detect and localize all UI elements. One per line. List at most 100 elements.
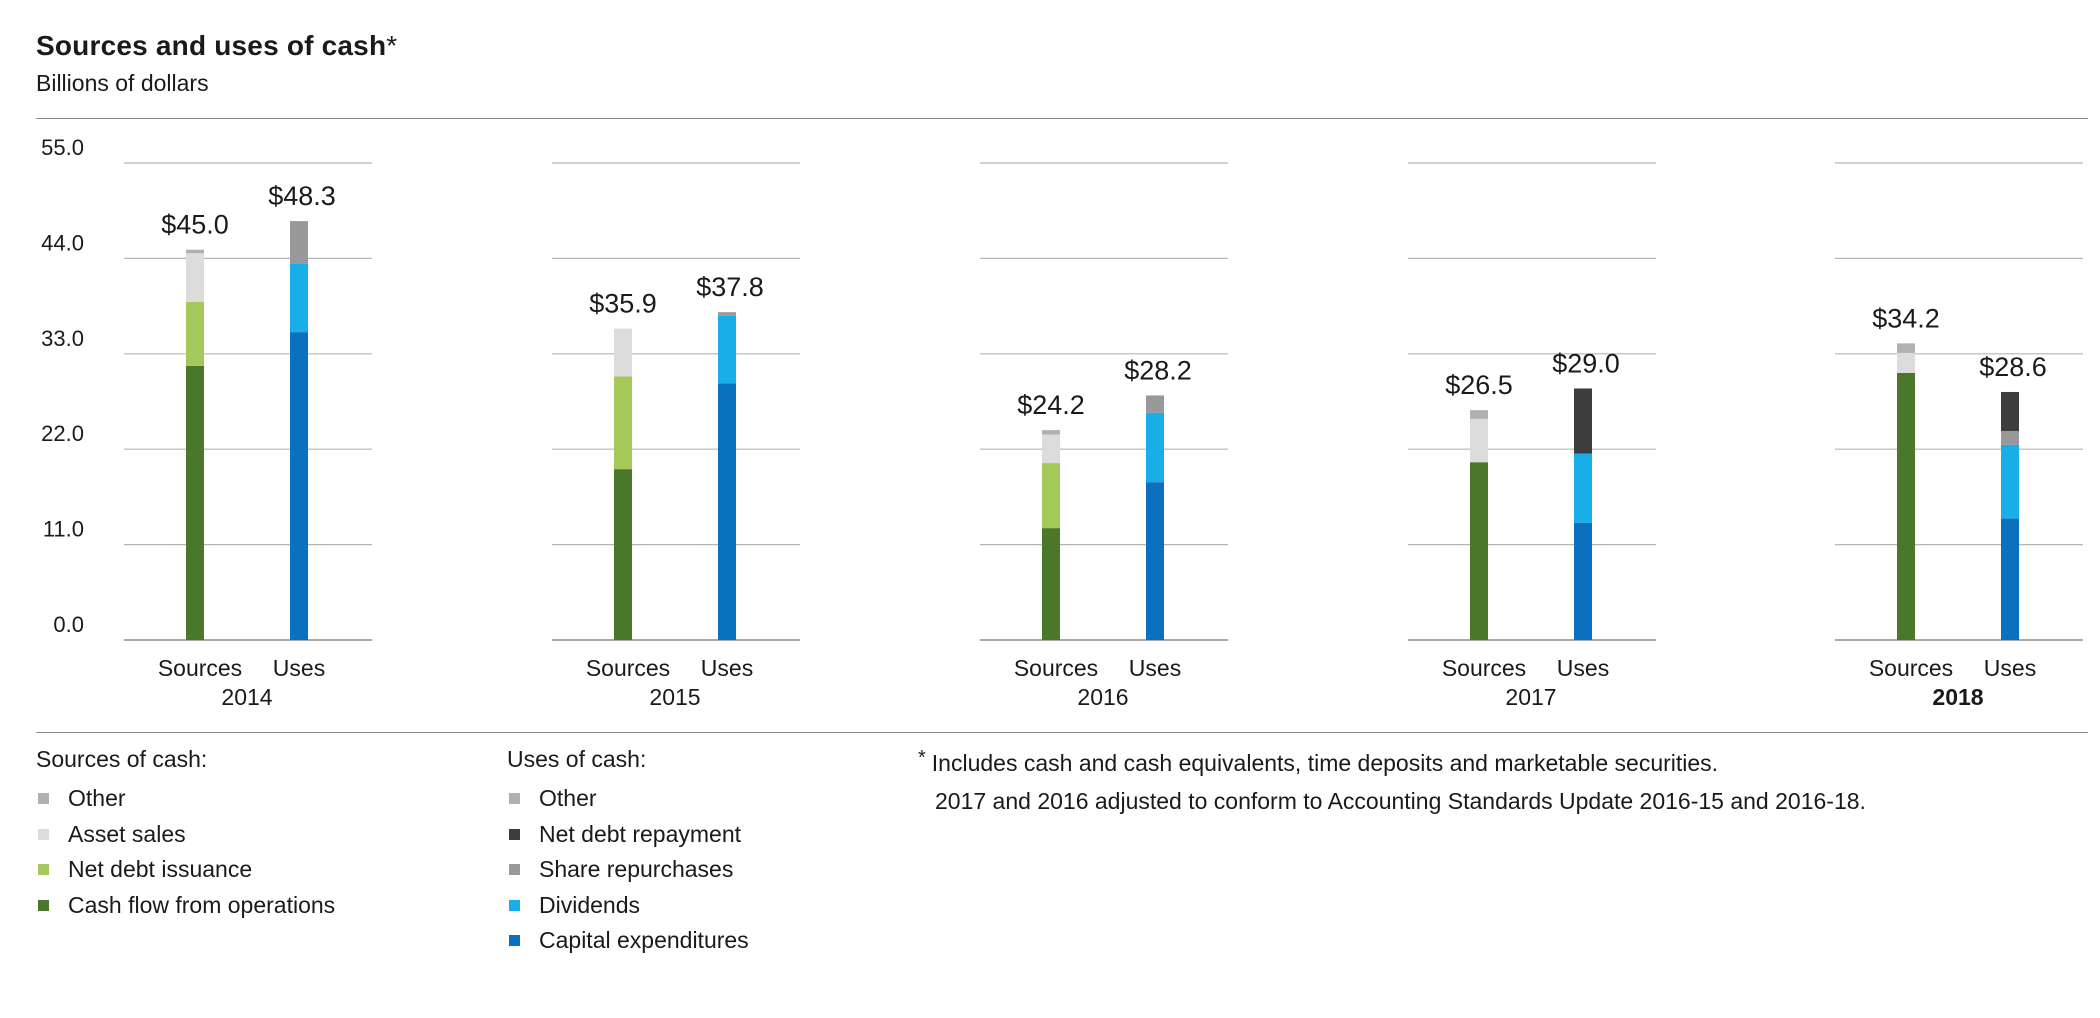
uses-legend: Uses of cash: Other Net debt repayment Sha… [507,746,749,959]
bar-segment-2014-uses-share-repurchases [290,221,308,264]
x-category-label-2017-sources: Sources [1442,655,1526,681]
x-year-label-2018: 2018 [1932,684,1983,710]
y-tick-label: 33.0 [41,326,84,351]
bar-segment-2015-sources-net-debt-issuance [614,376,632,470]
x-year-label-2015: 2015 [649,684,700,710]
bar-segment-2017-sources-cash-flow-from-operations [1470,462,1488,640]
footnote-line-1: * Includes cash and cash equivalents, tim… [918,746,1866,784]
y-tick-label: 0.0 [53,612,84,637]
top-divider [36,118,2088,119]
uses-legend-item-share-repurchases: Share repurchases [507,852,749,888]
total-label-2014-sources: $45.0 [161,210,229,240]
stacked-bar-chart: 55.0 44.0 33.0 22.0 11.0 0.0 $45.0 Sources $48.3… [41,135,2083,710]
total-label-2016-uses: $28.2 [1124,355,1192,385]
uses-legend-label-dividends: Dividends [539,891,640,918]
sources-legend: Sources of cash: Other Asset sales Net deb… [36,746,335,923]
x-category-label-2014-uses: Uses [273,655,325,681]
sources-legend-label-asset-sales: Asset sales [68,820,186,847]
bar-segment-2017-sources-other [1470,410,1488,419]
uses-legend-heading: Uses of cash: [507,746,647,772]
sources-legend-swatch-cash-flow-from-operations [38,899,49,911]
bar-segment-2018-sources-other [1897,343,1915,353]
footnote-line-2: 2017 and 2016 adjusted to conform to Acc… [935,787,1866,814]
x-category-label-2015-uses: Uses [701,655,753,681]
total-label-2015-uses: $37.8 [696,272,764,302]
bar-segment-2016-sources-net-debt-issuance [1042,463,1060,529]
bar-segment-2016-sources-other [1042,430,1060,435]
bar-segment-2014-sources-asset-sales [186,253,204,302]
chart-title: Sources and uses of cash* [36,30,397,62]
uses-legend-swatch-capital-expenditures [509,935,520,947]
uses-legend-item-dividends: Dividends [507,888,749,924]
bar-segment-2015-sources-asset-sales [614,328,632,377]
sources-legend-swatch-net-debt-issuance [38,864,49,876]
y-tick-label: 11.0 [43,517,84,542]
footnote: * Includes cash and cash equivalents, tim… [918,746,1866,819]
uses-legend-label-share-repurchases: Share repurchases [539,856,734,883]
sources-legend-label-other: Other [68,785,126,812]
footnote-text-1: Includes cash and cash equivalents, time… [931,750,1719,776]
uses-legend-label-capital-expenditures: Capital expenditures [539,927,749,954]
sources-legend-item-net-debt-issuance: Net debt issuance [36,852,335,888]
sources-legend-item-cash-flow-from-operations: Cash flow from operations [36,888,335,924]
bar-segment-2014-sources-other [186,249,204,254]
bar-segment-2018-uses-share-repurchases [2001,430,2019,445]
x-year-label-2014: 2014 [221,684,272,710]
sources-legend-item-other: Other [36,781,335,817]
chart-title-asterisk: * [386,30,398,61]
bar-segment-2017-uses-dividends [1574,453,1592,523]
x-category-label-2017-uses: Uses [1557,655,1609,681]
bar-segment-2016-uses-share-repurchases [1146,395,1164,413]
total-label-2018-sources: $34.2 [1872,303,1940,333]
uses-legend-label-net-debt-repayment: Net debt repayment [539,820,742,847]
y-tick-label: 55.0 [41,135,84,160]
x-year-label-2017: 2017 [1505,684,1556,710]
uses-legend-swatch-net-debt-repayment [509,828,520,840]
bar-segment-2014-uses-dividends [290,263,308,333]
bar-segment-2014-uses-capital-expenditures [290,332,308,640]
uses-legend-swatch-dividends [509,899,520,911]
footnote-asterisk: * [918,747,926,769]
x-category-label-2018-uses: Uses [1984,655,2036,681]
bar-segment-2016-uses-dividends [1146,412,1164,483]
uses-legend-item-capital-expenditures: Capital expenditures [507,923,749,959]
sources-legend-label-net-debt-issuance: Net debt issuance [68,856,253,883]
bar-segment-2016-uses-capital-expenditures [1146,482,1164,640]
y-tick-label: 44.0 [41,230,84,255]
uses-legend-label-other: Other [539,785,597,812]
sources-legend-item-asset-sales: Asset sales [36,817,335,853]
bar-segment-2017-uses-capital-expenditures [1574,522,1592,640]
uses-legend-item-other: Other [507,781,749,817]
sources-legend-swatch-asset-sales [38,828,49,840]
bar-segment-2017-uses-net-debt-repayment [1574,388,1592,454]
chart-subtitle: Billions of dollars [36,70,209,96]
chart-title-text: Sources and uses of cash [36,30,387,61]
x-category-label-2014-sources: Sources [158,655,242,681]
bar-segment-2014-sources-cash-flow-from-operations [186,365,204,640]
bar-segment-2018-uses-net-debt-repayment [2001,391,2019,431]
uses-legend-swatch-share-repurchases [509,864,520,876]
bar-segment-2015-uses-share-repurchases [718,312,736,316]
total-label-2016-sources: $24.2 [1017,390,1085,420]
bar-segment-2016-sources-asset-sales [1042,434,1060,464]
x-category-label-2018-sources: Sources [1869,655,1953,681]
total-label-2018-uses: $28.6 [1979,352,2047,382]
bar-segment-2018-sources-cash-flow-from-operations [1897,372,1915,640]
y-tick-label: 22.0 [41,421,84,446]
x-category-label-2015-sources: Sources [586,655,670,681]
bar-segment-2014-sources-net-debt-issuance [186,301,204,366]
bar-segment-2016-sources-cash-flow-from-operations [1042,528,1060,640]
uses-legend-swatch-other [509,793,520,805]
x-year-label-2016: 2016 [1077,684,1128,710]
bar-segment-2015-sources-cash-flow-from-operations [614,469,632,640]
uses-legend-item-net-debt-repayment: Net debt repayment [507,817,749,853]
bar-segment-2018-uses-dividends [2001,444,2019,519]
total-label-2017-uses: $29.0 [1552,348,1620,378]
legend-divider [36,732,2088,733]
bar-segment-2015-uses-capital-expenditures [718,383,736,640]
uses-legend-items: Other Net debt repayment Share repurchases… [507,781,749,959]
total-label-2017-sources: $26.5 [1445,370,1513,400]
bar-segment-2018-sources-asset-sales [1897,352,1915,373]
bar-segment-2018-uses-capital-expenditures [2001,518,2019,640]
sources-legend-label-cash-flow-from-operations: Cash flow from operations [68,891,336,918]
